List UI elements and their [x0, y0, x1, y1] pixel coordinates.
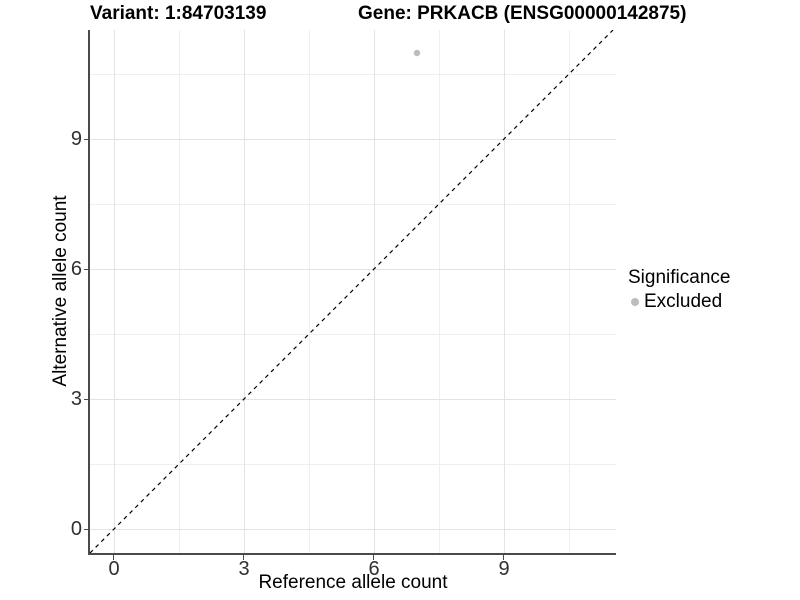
x-tick-label: 9: [498, 558, 510, 580]
legend-title: Significance: [628, 267, 731, 288]
legend: Significance Excluded: [628, 266, 730, 313]
y-tick-label: 6: [70, 258, 82, 280]
legend-marker-circle-icon: [631, 298, 639, 306]
x-tick-mark: [503, 555, 504, 560]
scatter-plot-canvas: [89, 29, 616, 554]
legend-item-excluded: Excluded: [628, 291, 730, 313]
identity-line: [89, 29, 614, 554]
y-tick-mark: [84, 269, 89, 270]
y-axis-line: [88, 30, 90, 555]
plot-title-gene: Gene: PRKACB (ENSG00000142875): [358, 3, 687, 24]
y-tick-label: 0: [70, 518, 82, 540]
y-tick-mark: [84, 399, 89, 400]
plot-panel: [89, 29, 616, 554]
plot-title-variant: Variant: 1:84703139: [90, 3, 267, 24]
x-axis-line: [88, 553, 616, 555]
data-point: [413, 49, 421, 57]
y-tick-mark: [84, 139, 89, 140]
y-tick-label: 9: [70, 128, 82, 150]
x-tick-mark: [113, 555, 114, 560]
x-tick-mark: [373, 555, 374, 560]
x-axis-title: Reference allele count: [258, 572, 448, 593]
x-tick-label: 0: [108, 558, 120, 580]
legend-item-label: Excluded: [644, 291, 723, 312]
y-tick-mark: [84, 529, 89, 530]
x-tick-label: 3: [238, 558, 250, 580]
x-tick-label: 6: [368, 558, 380, 580]
x-tick-mark: [243, 555, 244, 560]
grid-minor: [90, 30, 616, 553]
y-tick-label: 3: [70, 388, 82, 410]
grid-major: [90, 30, 616, 553]
y-axis-title: Alternative allele count: [50, 195, 71, 387]
